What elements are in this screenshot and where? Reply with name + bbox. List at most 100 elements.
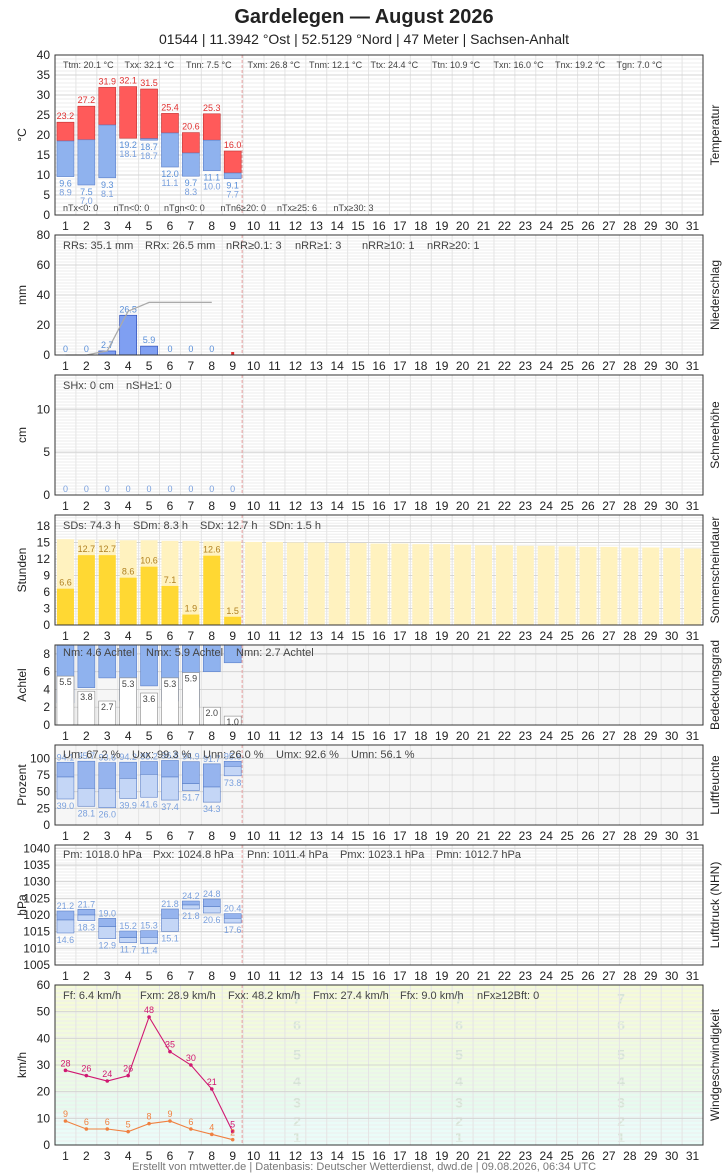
- x-tick-label: 1: [62, 729, 69, 743]
- stat-label: Umx: 92.6 %: [276, 749, 339, 761]
- stat-label: nTx<0: 0: [63, 203, 98, 213]
- temp-max-label: 31.9: [98, 76, 116, 86]
- min-label: 12.9: [98, 941, 116, 951]
- x-tick-label: 21: [477, 629, 491, 643]
- temp-min-label: 11.1: [203, 173, 220, 183]
- stat-label: Pmn: 1012.7 hPa: [436, 849, 522, 861]
- x-tick-label: 10: [247, 1149, 261, 1163]
- x-tick-label: 18: [414, 829, 428, 843]
- plot-frame: [54, 984, 704, 1146]
- x-tick-label: 2: [83, 1149, 90, 1163]
- min-label: 26.0: [98, 810, 116, 820]
- x-tick-label: 14: [331, 359, 345, 373]
- x-tick-label: 27: [602, 359, 616, 373]
- x-tick-label: 12: [289, 219, 303, 233]
- max-label: 19.0: [98, 908, 116, 918]
- sun-possible-bar: [433, 544, 451, 625]
- y-axis-label: cm: [15, 427, 29, 443]
- temp-max-bar: [202, 113, 221, 141]
- range-lower-bar: [140, 774, 158, 798]
- x-tick-label: 12: [289, 969, 303, 983]
- beaufort-label: 7: [293, 990, 301, 1006]
- x-tick-label: 24: [540, 499, 554, 513]
- x-tick-label: 1: [62, 629, 69, 643]
- x-tick-label: 28: [623, 1149, 637, 1163]
- x-tick-label: 4: [125, 359, 132, 373]
- y-axis-label: Stunden: [15, 548, 29, 593]
- stat-label: Pmx: 1023.1 hPa: [340, 849, 425, 861]
- y-tick-label: 1025: [23, 891, 50, 905]
- x-tick-label: 26: [581, 629, 595, 643]
- temp-ground-label: 8.1: [101, 189, 114, 199]
- range-upper-bar: [182, 761, 200, 784]
- min-label: 11.7: [120, 945, 137, 955]
- y-tick-label: 60: [37, 978, 51, 992]
- sun-possible-bar: [516, 545, 534, 625]
- sun-possible-bar: [349, 543, 367, 625]
- range-lower-bar: [202, 786, 221, 803]
- x-tick-label: 26: [581, 969, 595, 983]
- y-axis-label: Prozent: [15, 764, 29, 806]
- y-tick-label: 25: [37, 108, 51, 122]
- x-tick-label: 27: [602, 729, 616, 743]
- wind-label: 26: [123, 1064, 133, 1074]
- min-label: 39.0: [57, 801, 75, 811]
- x-tick-label: 22: [498, 1149, 512, 1163]
- y-tick-label: 1040: [23, 841, 50, 855]
- x-tick-label: 17: [393, 629, 407, 643]
- range-lower-bar: [56, 919, 75, 934]
- range-upper-bar: [202, 898, 221, 907]
- y-tick-label: 10: [37, 168, 51, 182]
- wind-point: [63, 1068, 68, 1073]
- sun-label: 8.6: [122, 567, 135, 577]
- x-tick-label: 7: [188, 499, 195, 513]
- x-tick-label: 8: [208, 969, 215, 983]
- y-tick-label: 15: [37, 536, 51, 550]
- y-tick-label: 5: [43, 445, 50, 459]
- x-tick-label: 29: [644, 219, 658, 233]
- sun-possible-bar: [600, 546, 618, 625]
- x-tick-label: 28: [623, 729, 637, 743]
- sun-possible-bar: [475, 545, 493, 625]
- sun-possible-bar: [265, 541, 283, 625]
- stat-label: Um: 67.2 %: [63, 749, 121, 761]
- stat-label: nTx≥25: 6: [277, 203, 317, 213]
- x-tick-label: 12: [289, 629, 303, 643]
- min-label: 17.6: [224, 925, 242, 935]
- x-tick-label: 17: [393, 219, 407, 233]
- range-upper-bar: [56, 761, 75, 778]
- x-tick-label: 16: [372, 629, 386, 643]
- range-upper-bar: [223, 913, 242, 919]
- x-tick-label: 17: [393, 359, 407, 373]
- stat-label: SDs: 74.3 h: [63, 520, 120, 532]
- wind-label: 5: [230, 1120, 235, 1130]
- x-tick-label: 19: [435, 729, 449, 743]
- y-tick-label: 0: [43, 1138, 50, 1152]
- x-tick-label: 31: [686, 1149, 700, 1163]
- wind-label: 6: [84, 1117, 89, 1127]
- temp-max-bar: [161, 113, 179, 134]
- sun-possible-bar: [663, 548, 681, 625]
- y-tick-label: 6: [43, 585, 50, 599]
- min-label: 18.3: [78, 923, 96, 933]
- snow-label: 0: [105, 484, 110, 494]
- temp-max-label: 25.3: [203, 103, 221, 113]
- x-tick-label: 31: [686, 499, 700, 513]
- temp-max-bar: [182, 132, 200, 154]
- x-tick-label: 5: [146, 829, 153, 843]
- x-tick-label: 1: [62, 499, 69, 513]
- temp-min-bar: [140, 138, 158, 141]
- stat-label: Ttn: 10.9 °C: [432, 60, 481, 70]
- y-tick-label: 18: [37, 519, 51, 533]
- x-tick-label: 12: [289, 499, 303, 513]
- x-tick-label: 20: [456, 829, 470, 843]
- max-label: 91.7: [203, 754, 221, 764]
- snow-label: 0: [209, 484, 214, 494]
- x-tick-label: 23: [519, 1149, 533, 1163]
- sun-label: 1.9: [185, 604, 198, 614]
- sun-bar: [98, 555, 116, 625]
- x-tick-label: 23: [519, 629, 533, 643]
- panel-niederschlag: 0 20 40 60 80 0 0 2.7 26.5 5.9 0 0 0 RRs: 35.1 mm RRx:…: [15, 228, 722, 373]
- x-tick-label: 24: [540, 969, 554, 983]
